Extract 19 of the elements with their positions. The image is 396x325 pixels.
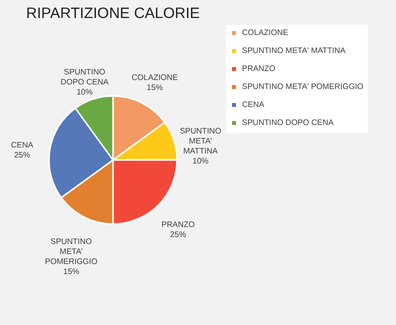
data-label: 25% (170, 230, 186, 240)
legend-label: SPUNTINO DOPO CENA (242, 118, 334, 127)
slice-label: CENA (11, 140, 34, 150)
data-label: 15% (63, 266, 80, 276)
slice-label: PRANZO (161, 220, 195, 230)
slice-label: SPUNTINO META' MATTINA (180, 126, 222, 156)
data-label: 25% (14, 150, 30, 160)
data-label: 10% (192, 156, 209, 166)
chart-title: RIPARTIZIONE CALORIE (26, 5, 200, 22)
data-label: 10% (76, 88, 93, 97)
legend-label: PRANZO (242, 64, 276, 73)
slice-label: COLAZIONE (132, 73, 178, 82)
legend-label: SPUNTINO META' MATTINA (242, 46, 346, 55)
legend-label: COLAZIONE (242, 28, 288, 37)
slice-label: SPUNTINO META' POMERIGGIO (45, 236, 98, 266)
slice-label: SPUNTINO DOPO CENA (60, 68, 110, 87)
legend-label: CENA (242, 100, 265, 109)
legend-label: SPUNTINO META' POMERIGGIO (242, 82, 364, 91)
data-label: 15% (146, 83, 163, 92)
